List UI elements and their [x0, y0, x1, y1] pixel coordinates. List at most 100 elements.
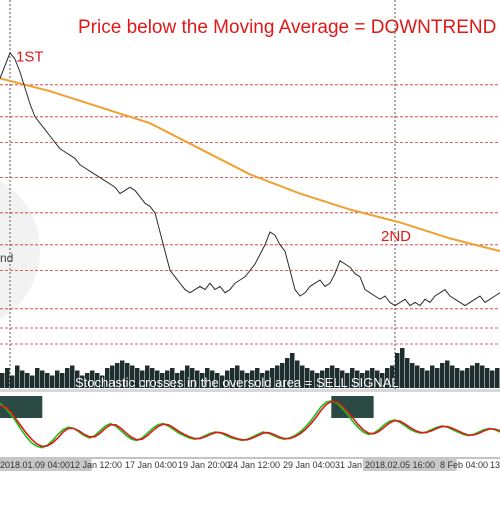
volume-bar	[105, 368, 110, 388]
annotation-2nd: 2ND	[381, 228, 411, 245]
volume-bar	[15, 365, 20, 388]
chart-annotations: 1ST 2ND	[16, 49, 411, 245]
volume-bar	[150, 368, 155, 388]
volume-bar	[90, 370, 95, 388]
volume-bar	[470, 365, 475, 388]
volume-bar	[305, 368, 310, 388]
volume-bar	[485, 368, 490, 388]
volume-bar	[370, 368, 375, 388]
volume-bar	[235, 365, 240, 388]
volume-bar	[245, 373, 250, 388]
volume-bar	[450, 365, 455, 388]
volume-bar	[345, 373, 350, 388]
volume-bar	[320, 370, 325, 388]
volume-bar	[85, 373, 90, 388]
volume-bar	[25, 373, 30, 388]
volume-bar	[430, 365, 435, 388]
volume-bar	[100, 375, 105, 388]
volume-bar	[415, 365, 420, 388]
volume-bar	[360, 373, 365, 388]
volume-bar	[195, 370, 200, 388]
watermark-text: nd	[0, 251, 13, 265]
volume-bar	[40, 370, 45, 388]
volume-bar	[145, 365, 150, 388]
headline-title: Price below the Moving Average = DOWNTRE…	[78, 17, 496, 38]
volume-bar	[165, 370, 170, 388]
volume-bar	[250, 370, 255, 388]
time-label: 2018.01.09 04:00	[0, 460, 70, 470]
volume-bar	[425, 370, 430, 388]
volume-bar	[340, 370, 345, 388]
time-label-highlight	[363, 458, 457, 471]
volume-bar	[355, 370, 360, 388]
price-panel	[0, 0, 500, 380]
volume-bar	[180, 370, 185, 388]
time-label: 24 Jan 12:00	[228, 460, 280, 470]
volume-bar	[395, 353, 400, 388]
time-label: 29 Jan 04:00	[283, 460, 335, 470]
volume-bar	[275, 365, 280, 388]
volume-bar	[130, 365, 135, 388]
volume-bar	[50, 375, 55, 388]
volume-bar	[120, 360, 125, 388]
stochastic-lines	[0, 399, 500, 449]
volume-bar	[445, 360, 450, 388]
volume-bar	[475, 363, 480, 388]
volume-bar	[325, 368, 330, 388]
volume-bar	[0, 373, 5, 388]
volume-bar	[140, 370, 145, 388]
time-label: 13 Feb 12:00	[490, 460, 500, 470]
volume-bar	[390, 365, 395, 388]
volume-bar	[230, 368, 235, 388]
volume-bar	[295, 360, 300, 388]
volume-bar	[45, 373, 50, 388]
volume-bars	[0, 348, 500, 388]
volume-bar	[420, 368, 425, 388]
volume-bar	[350, 368, 355, 388]
volume-bar	[70, 365, 75, 388]
time-label: 8 Feb 04:00	[440, 460, 488, 470]
volume-caption: Stochastic crosses in the oversold area …	[75, 375, 399, 390]
volume-bar	[155, 370, 160, 388]
time-label: 31 Jan 20:00	[335, 460, 387, 470]
volume-bar	[380, 373, 385, 388]
annotation-1st: 1ST	[16, 49, 44, 66]
volume-bar	[125, 363, 130, 388]
volume-bar	[190, 368, 195, 388]
volume-bar	[300, 365, 305, 388]
volume-bar	[5, 368, 10, 388]
volume-bar	[315, 373, 320, 388]
sell-signal-region-2	[331, 396, 374, 418]
panel-separator	[0, 389, 500, 392]
time-label: 17 Jan 04:00	[125, 460, 177, 470]
volume-bar	[265, 370, 270, 388]
volume-bar	[215, 373, 220, 388]
moving-average-group	[0, 77, 500, 253]
volume-bar	[410, 363, 415, 388]
volume-bar	[210, 370, 215, 388]
time-label: 12 Jan 12:00	[70, 460, 122, 470]
volume-bar	[65, 368, 70, 388]
volume-bar	[460, 370, 465, 388]
volume-bar	[400, 348, 405, 388]
volume-bar	[10, 375, 15, 388]
volume-bar	[175, 373, 180, 388]
volume-bar	[20, 370, 25, 388]
volume-bar	[30, 375, 35, 388]
volume-bar	[455, 368, 460, 388]
volume-bar	[375, 370, 380, 388]
volume-bar	[335, 368, 340, 388]
volume-bar	[405, 358, 410, 388]
volume-bar	[330, 365, 335, 388]
volume-bar	[435, 368, 440, 388]
volume-bar	[365, 370, 370, 388]
volume-bar	[260, 373, 265, 388]
volume-bar	[285, 358, 290, 388]
volume-bar	[185, 365, 190, 388]
price-series-group	[0, 51, 500, 307]
volume-bar	[115, 363, 120, 388]
time-label: 2018.02.05 16:00	[365, 460, 435, 470]
volume-bar	[160, 373, 165, 388]
